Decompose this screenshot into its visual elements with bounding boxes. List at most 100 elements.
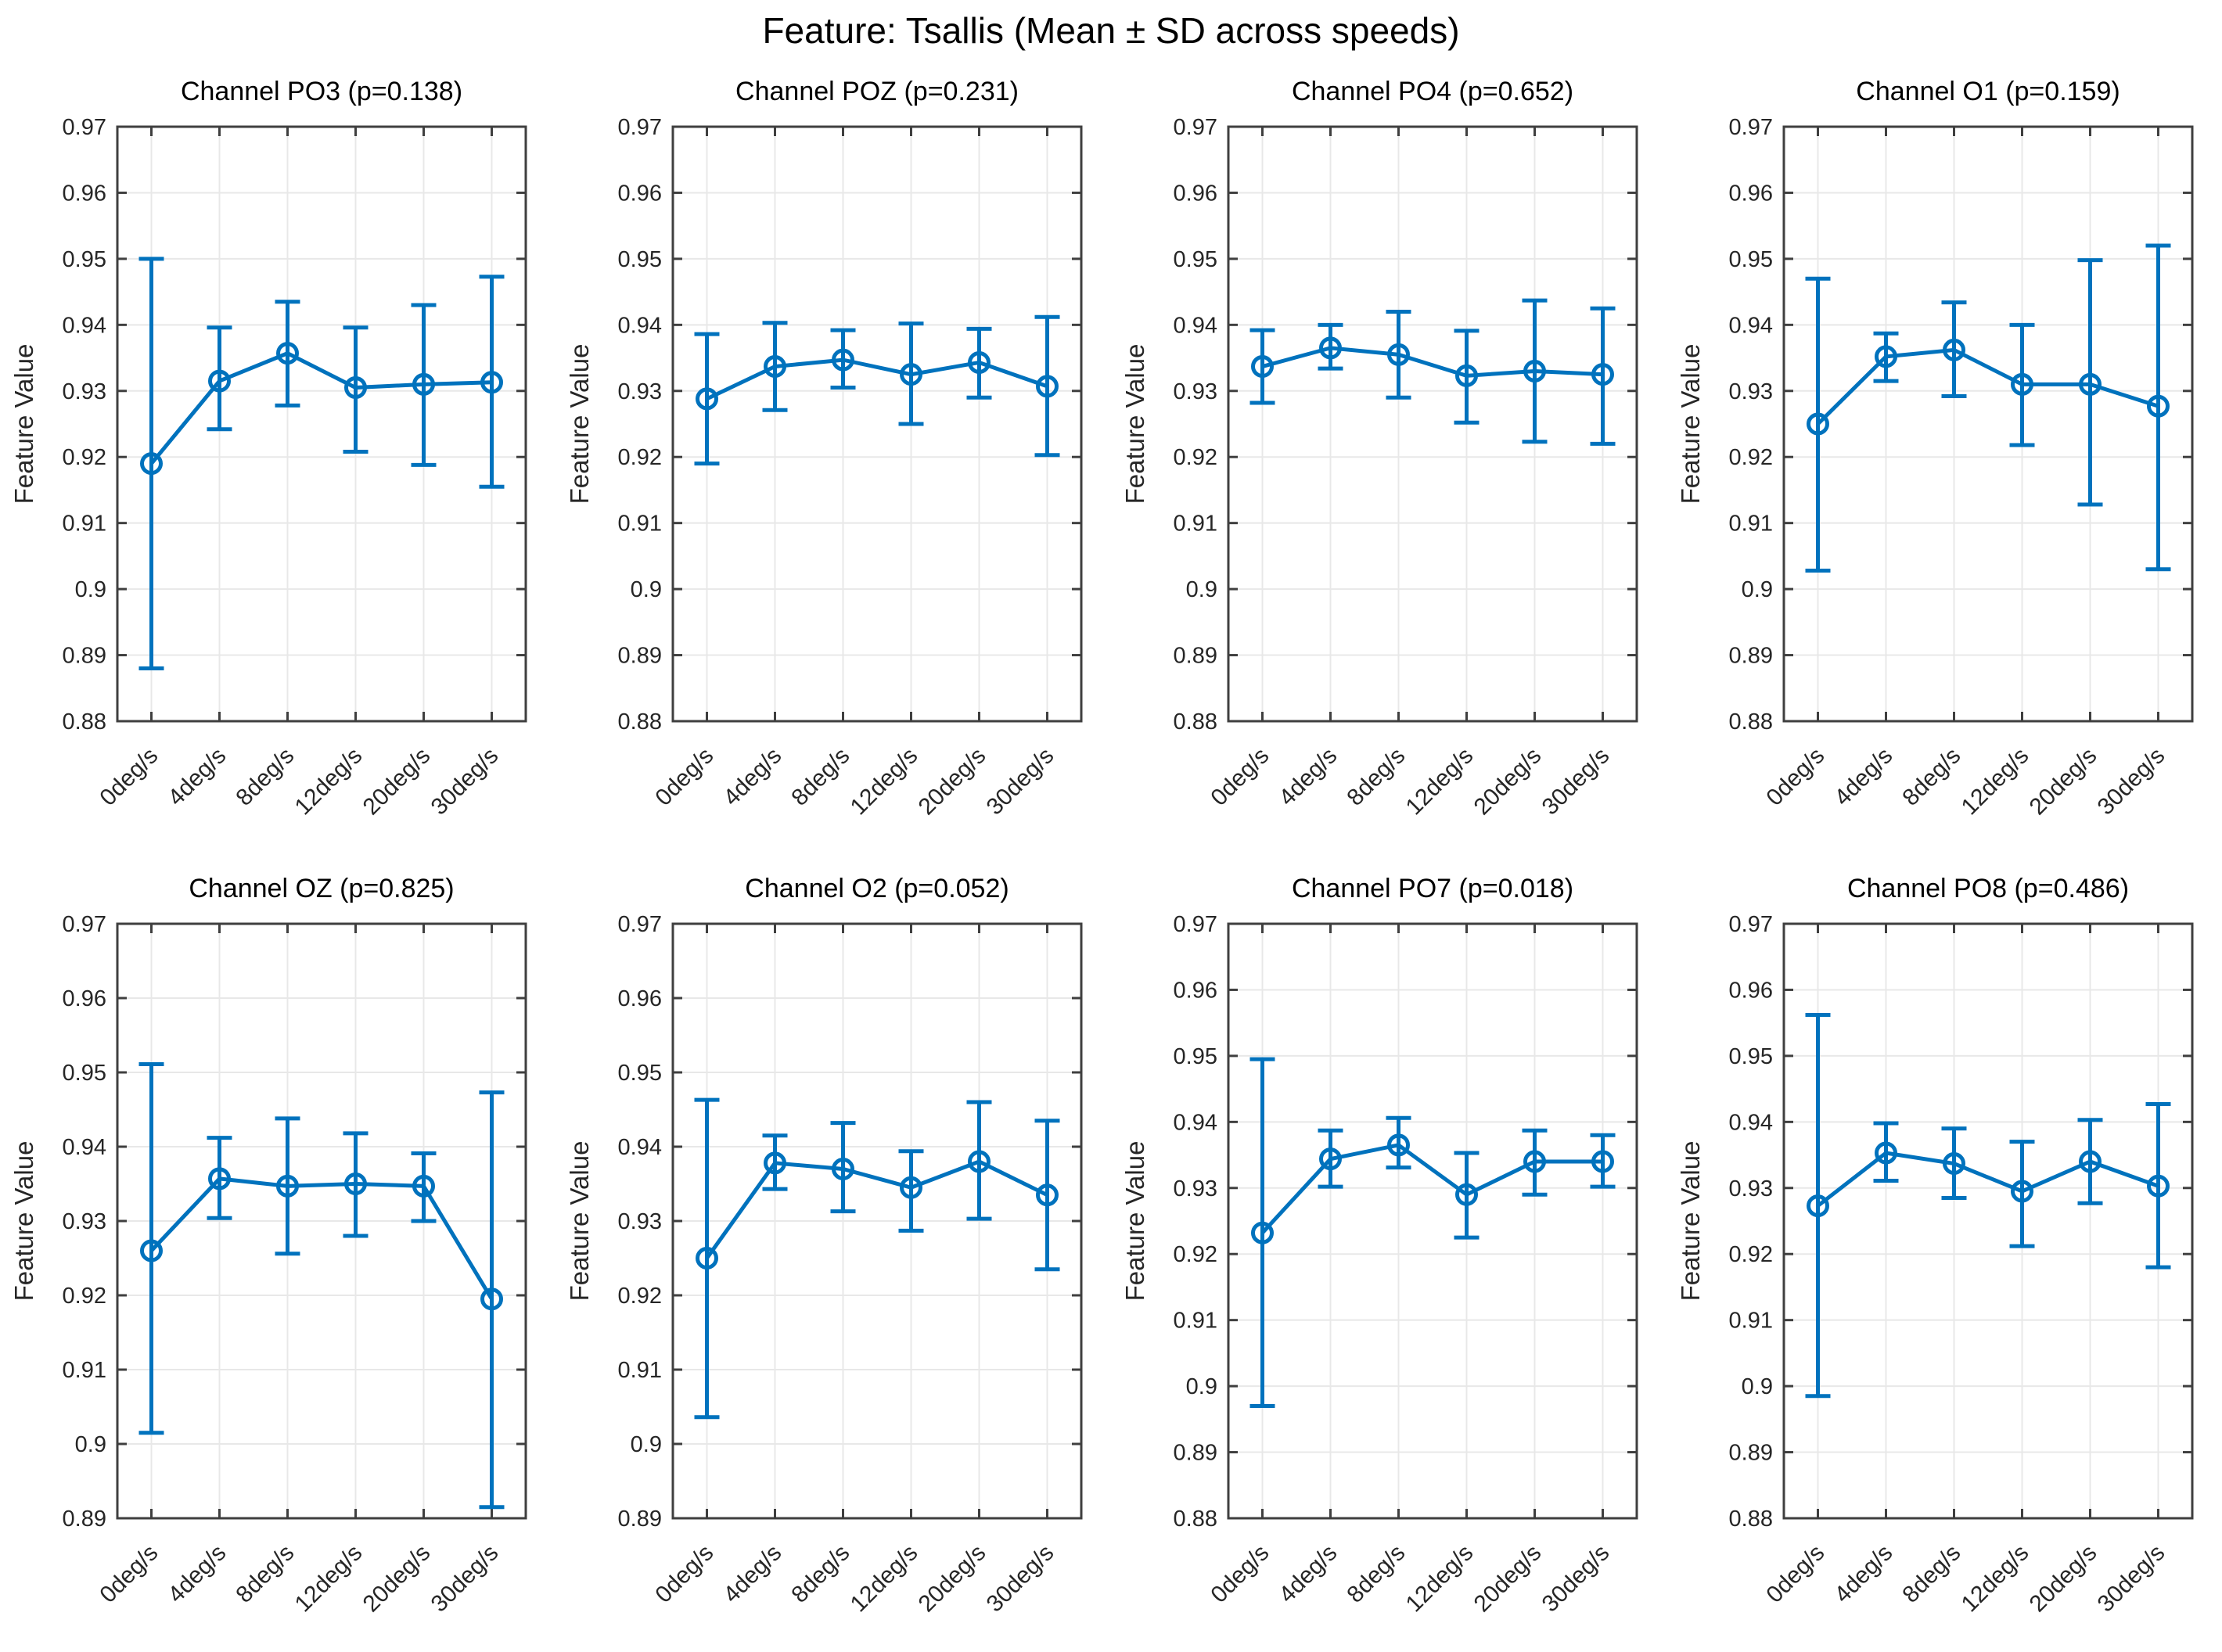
svg-text:0.89: 0.89 xyxy=(1174,1441,1217,1466)
svg-text:0.88: 0.88 xyxy=(618,709,662,734)
svg-text:8deg/s: 8deg/s xyxy=(1897,1540,1965,1608)
y-tick-labels: 0.88 0.89 0.9 0.91 0.92 0.93 0.94 0.95 0.96 0.97 xyxy=(1174,912,1217,1532)
mean-marker xyxy=(832,1158,854,1180)
svg-text:0.88: 0.88 xyxy=(63,709,106,734)
svg-text:0.95: 0.95 xyxy=(63,247,106,272)
svg-text:0.94: 0.94 xyxy=(63,1135,106,1160)
y-tick-labels: 0.88 0.89 0.9 0.91 0.92 0.93 0.94 0.95 0.96 0.97 xyxy=(63,115,106,734)
svg-text:0deg/s: 0deg/s xyxy=(1761,743,1829,811)
svg-text:0.9: 0.9 xyxy=(1742,577,1773,602)
svg-text:0.96: 0.96 xyxy=(1729,978,1773,1003)
svg-text:0.91: 0.91 xyxy=(63,1358,106,1383)
subplot-canvas: 0.880.890.90.910.920.930.940.950.960.970… xyxy=(1120,77,1638,821)
svg-text:0.9: 0.9 xyxy=(1742,1374,1773,1399)
svg-text:8deg/s: 8deg/s xyxy=(1342,1540,1410,1608)
svg-text:0.88: 0.88 xyxy=(1174,709,1217,734)
svg-text:0.9: 0.9 xyxy=(1186,1374,1217,1399)
svg-text:12deg/s: 12deg/s xyxy=(846,1540,923,1618)
axes-box xyxy=(671,125,1083,723)
mean-line xyxy=(1816,347,2159,426)
mean-marker xyxy=(1807,412,1829,436)
mean-marker xyxy=(1251,355,1274,379)
svg-text:0.97: 0.97 xyxy=(1729,115,1773,140)
svg-text:0deg/s: 0deg/s xyxy=(1761,1540,1829,1608)
subplot-canvas: 0.89 0.9 0.91 0.92 0.93 0.94 0.95 0.96 0.97 0deg/… xyxy=(9,874,527,1618)
svg-text:4deg/s: 4deg/s xyxy=(1274,1540,1342,1608)
mean-marker xyxy=(276,342,299,365)
grid-lines xyxy=(1228,126,1637,722)
mean-marker xyxy=(1455,364,1478,387)
svg-text:0deg/s: 0deg/s xyxy=(95,1540,163,1608)
svg-text:20deg/s: 20deg/s xyxy=(2025,1540,2102,1618)
subplot-canvas: 0.880.890.90.910.920.930.940.950.960.970… xyxy=(1676,77,2194,821)
mean-marker xyxy=(1943,1152,1965,1176)
svg-text:12deg/s: 12deg/s xyxy=(846,743,923,821)
svg-text:0.93: 0.93 xyxy=(1174,1176,1217,1201)
svg-text:0.92: 0.92 xyxy=(1729,445,1773,470)
svg-text:0.96: 0.96 xyxy=(63,181,106,206)
svg-text:20deg/s: 20deg/s xyxy=(914,743,991,821)
svg-text:0.89: 0.89 xyxy=(1729,1441,1773,1466)
mean-markers xyxy=(1251,1133,1614,1244)
svg-text:20deg/s: 20deg/s xyxy=(358,743,436,821)
mean-marker xyxy=(1319,336,1342,360)
subplot-grid: 0.88 0.89 0.9 0.91 0.92 0.93 0.94 0.95 0.96 0.97 0… xyxy=(0,48,2222,1643)
mean-marker xyxy=(900,1176,922,1199)
mean-line xyxy=(1261,346,1603,378)
mean-marker xyxy=(2147,394,2170,418)
svg-text:0.89: 0.89 xyxy=(618,644,662,669)
figure-title: Feature: Tsallis (Mean ± SD across speed… xyxy=(762,10,1460,51)
axes-box xyxy=(1782,922,2194,1520)
svg-text:0.95: 0.95 xyxy=(1174,1044,1217,1069)
svg-text:12deg/s: 12deg/s xyxy=(1957,743,2034,821)
svg-text:0.94: 0.94 xyxy=(1174,1110,1217,1135)
mean-line xyxy=(149,1176,494,1301)
svg-text:0.95: 0.95 xyxy=(618,247,662,272)
svg-text:0.9: 0.9 xyxy=(75,577,106,602)
grid-lines xyxy=(1784,923,2192,1519)
y-tick-labels: 0.88 0.89 0.9 0.91 0.92 0.93 0.94 0.95 0.96 0.97 xyxy=(1729,912,1773,1532)
y-axis-label: Feature Value xyxy=(1676,344,1705,505)
svg-text:0.93: 0.93 xyxy=(1729,379,1773,404)
svg-text:0.97: 0.97 xyxy=(618,912,662,937)
svg-text:20deg/s: 20deg/s xyxy=(358,1540,436,1618)
mean-marker xyxy=(1807,1194,1829,1218)
svg-text:4deg/s: 4deg/s xyxy=(718,1540,786,1608)
svg-text:0.95: 0.95 xyxy=(1729,1044,1773,1069)
svg-text:12deg/s: 12deg/s xyxy=(290,743,368,821)
svg-text:12deg/s: 12deg/s xyxy=(1401,1540,1479,1618)
svg-text:0.88: 0.88 xyxy=(1174,1507,1217,1532)
mean-markers xyxy=(1251,336,1614,387)
svg-text:12deg/s: 12deg/s xyxy=(1957,1540,2034,1618)
subplot-title: Channel POZ (p=0.231) xyxy=(735,77,1019,106)
axes-box xyxy=(671,922,1083,1520)
svg-text:0.91: 0.91 xyxy=(1174,512,1217,537)
mean-marker xyxy=(968,1150,991,1173)
svg-text:4deg/s: 4deg/s xyxy=(1829,1540,1897,1608)
svg-text:0.97: 0.97 xyxy=(1729,912,1773,937)
svg-text:4deg/s: 4deg/s xyxy=(1829,743,1897,811)
svg-text:0.94: 0.94 xyxy=(1729,1110,1773,1135)
svg-text:0.93: 0.93 xyxy=(618,379,662,404)
y-tick-labels: 0.88 0.89 0.9 0.91 0.92 0.93 0.94 0.95 0.96 0.97 xyxy=(1174,115,1217,734)
svg-text:0.95: 0.95 xyxy=(618,1061,662,1086)
subplot-title: Channel OZ (p=0.825) xyxy=(189,874,454,903)
svg-text:0.92: 0.92 xyxy=(1174,1242,1217,1267)
mean-marker xyxy=(140,1239,163,1262)
svg-text:0.94: 0.94 xyxy=(1174,313,1217,338)
y-tick-labels: 0.88 0.89 0.9 0.91 0.92 0.93 0.94 0.95 0.96 0.97 xyxy=(1729,115,1773,734)
svg-text:0.91: 0.91 xyxy=(1729,512,1773,537)
svg-text:30deg/s: 30deg/s xyxy=(426,1540,504,1618)
svg-text:0.97: 0.97 xyxy=(63,115,106,140)
y-axis-label: Feature Value xyxy=(1120,1141,1149,1302)
svg-text:0.94: 0.94 xyxy=(1729,313,1773,338)
mean-line xyxy=(149,350,492,465)
svg-text:0.88: 0.88 xyxy=(1729,1507,1773,1532)
mean-marker xyxy=(1251,1221,1274,1244)
svg-text:0.94: 0.94 xyxy=(63,313,106,338)
svg-text:20deg/s: 20deg/s xyxy=(1469,1540,1547,1618)
